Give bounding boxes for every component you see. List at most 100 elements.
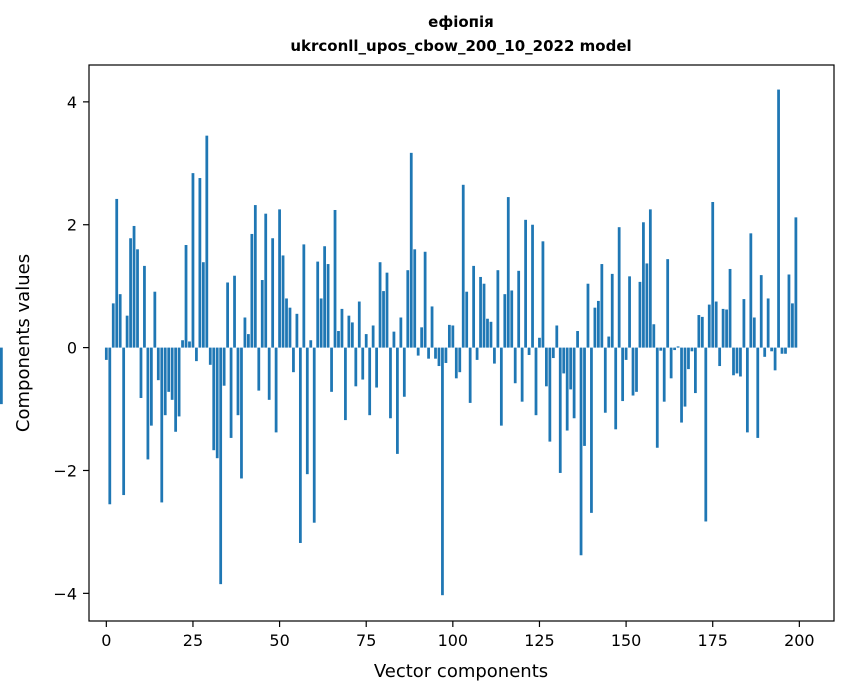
bar — [441, 347, 444, 596]
bar — [752, 317, 756, 348]
x-axis-label: Vector components — [374, 661, 548, 682]
bar — [517, 270, 521, 348]
y-tick-label: −4 — [53, 584, 77, 603]
bar — [132, 225, 136, 348]
bar — [645, 263, 649, 348]
bar — [489, 321, 493, 348]
bar — [461, 184, 465, 348]
bar — [617, 227, 621, 348]
bar — [603, 347, 607, 413]
bar — [312, 347, 316, 523]
bar — [139, 347, 143, 398]
plot-frame — [88, 64, 835, 622]
bar — [718, 347, 722, 367]
bar — [694, 347, 697, 394]
x-tick-label: 200 — [784, 631, 815, 650]
bar — [368, 347, 372, 416]
bar — [146, 347, 150, 460]
bar — [222, 347, 226, 386]
bar — [486, 318, 489, 348]
bar — [371, 325, 375, 348]
bar — [399, 317, 403, 348]
bar — [458, 347, 462, 373]
bar — [205, 135, 209, 348]
bar — [742, 299, 746, 348]
bar — [749, 233, 753, 348]
x-tick-label: 175 — [697, 631, 728, 650]
bar — [382, 291, 385, 348]
bar — [215, 347, 219, 459]
bar — [319, 298, 323, 348]
bar — [531, 224, 534, 348]
bar — [610, 273, 614, 348]
bar — [233, 275, 236, 348]
bar — [631, 347, 635, 396]
bar — [167, 347, 171, 392]
bar — [503, 294, 507, 348]
bar — [129, 238, 132, 348]
bar — [219, 347, 223, 585]
bar — [648, 209, 652, 348]
bar — [195, 347, 198, 362]
bar — [791, 303, 794, 348]
bar — [364, 334, 368, 348]
bar — [191, 173, 195, 348]
bar — [756, 347, 760, 438]
bar — [430, 306, 434, 348]
chart-subtitle: ukrconll_upos_cbow_200_10_2022 model — [290, 37, 631, 55]
bar — [444, 347, 448, 363]
bar — [687, 347, 690, 370]
bar — [434, 347, 437, 359]
bar — [170, 347, 174, 400]
bar — [583, 347, 586, 446]
bar — [347, 315, 351, 348]
bar — [416, 347, 420, 356]
bar — [305, 347, 309, 475]
bar — [614, 347, 618, 430]
bar — [236, 347, 240, 416]
bar — [337, 331, 340, 348]
bar — [253, 205, 257, 348]
bar — [229, 347, 233, 438]
bar — [697, 315, 701, 348]
bar — [361, 347, 365, 380]
bar — [285, 298, 288, 348]
bar — [551, 347, 555, 359]
x-tick-label: 25 — [183, 631, 203, 650]
bar — [628, 276, 631, 348]
y-axis-ticks: −4 −2 0 2 4 — [53, 93, 89, 603]
bar — [586, 283, 590, 348]
bar — [784, 347, 787, 354]
bar — [184, 245, 188, 348]
bar — [181, 340, 184, 348]
bar — [520, 347, 524, 402]
bar — [773, 347, 777, 371]
bar — [271, 238, 275, 348]
bar — [108, 347, 112, 505]
y-tick-label: 4 — [67, 93, 77, 112]
bar — [635, 347, 638, 392]
bar — [409, 152, 413, 348]
bar — [447, 324, 451, 348]
x-tick-label: 100 — [438, 631, 469, 650]
bar — [340, 308, 344, 348]
x-tick-label: 0 — [101, 631, 111, 650]
bar — [451, 325, 455, 348]
bar — [524, 219, 527, 348]
chart-title: ефіопія — [428, 13, 494, 31]
bar — [174, 347, 178, 432]
bar — [735, 347, 739, 374]
bar — [700, 316, 704, 348]
bar — [295, 313, 299, 348]
bar — [565, 347, 569, 431]
bar — [780, 347, 784, 354]
bar — [739, 347, 742, 377]
bar — [676, 346, 680, 348]
bar — [787, 274, 791, 348]
bar — [732, 347, 735, 376]
bar — [201, 262, 205, 348]
bar — [323, 246, 327, 348]
bar — [569, 347, 573, 390]
bar — [763, 347, 767, 357]
